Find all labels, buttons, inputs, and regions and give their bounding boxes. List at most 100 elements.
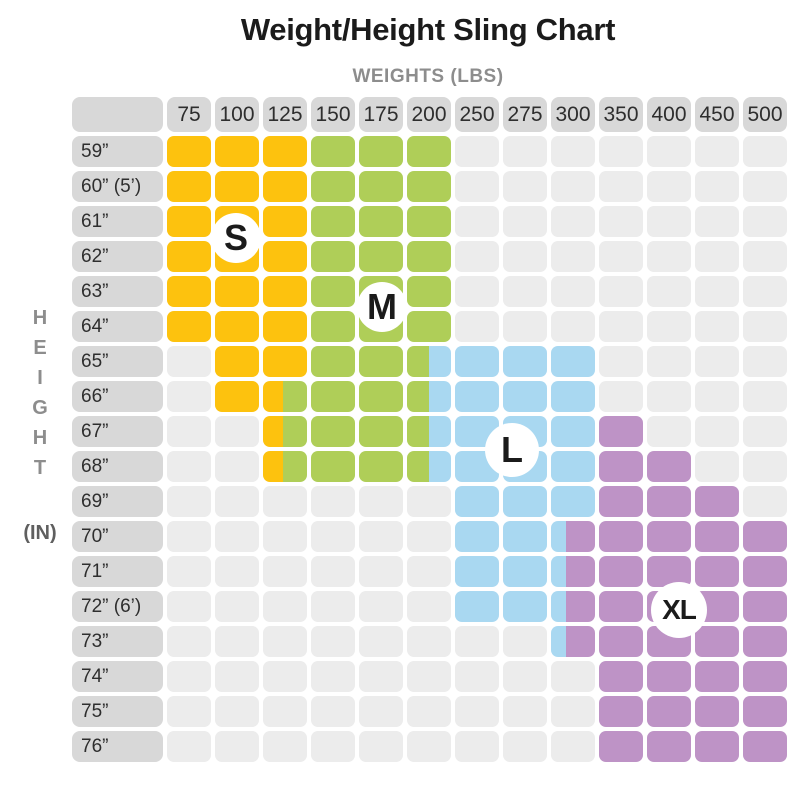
grid-cell-e	[647, 241, 691, 272]
grid-cell-x	[695, 556, 739, 587]
grid-cell-e	[599, 276, 643, 307]
grid-cell-s	[215, 311, 259, 342]
height-row-label: 63”	[72, 276, 163, 307]
grid-cell-e	[215, 486, 259, 517]
height-row-label: 75”	[72, 696, 163, 727]
grid-cell-e	[311, 696, 355, 727]
height-row-label: 64”	[72, 311, 163, 342]
grid-cell-m	[311, 346, 355, 377]
grid-cell-l	[455, 486, 499, 517]
grid-cell-x	[647, 451, 691, 482]
grid-cell-e	[503, 136, 547, 167]
grid-cell-e	[695, 136, 739, 167]
grid-cell-e	[167, 626, 211, 657]
grid-cell-e	[455, 171, 499, 202]
grid-cell-s	[263, 241, 307, 272]
grid-cell-e	[407, 731, 451, 762]
grid-cell-m	[359, 206, 403, 237]
grid-cell-e	[551, 311, 595, 342]
grid-cell-e	[647, 416, 691, 447]
grid-cell-e	[455, 696, 499, 727]
grid-cell-e	[695, 206, 739, 237]
weight-header-cell: 125	[263, 97, 307, 132]
grid-row: 75”	[72, 696, 787, 727]
grid-cell-e	[695, 451, 739, 482]
grid-cell-x	[599, 451, 643, 482]
grid-cell-ml	[407, 346, 451, 377]
grid-cell-l	[503, 521, 547, 552]
y-axis-letter: T	[33, 456, 47, 479]
height-row-label: 59”	[72, 136, 163, 167]
grid-cell-x	[695, 486, 739, 517]
grid-cell-e	[215, 521, 259, 552]
grid-cell-e	[503, 276, 547, 307]
weights-header-row: 75 100 125 150 175 200 250 275 300 350 400 450 500	[72, 97, 787, 132]
grid-cell-x	[599, 416, 643, 447]
grid-cell-l	[503, 591, 547, 622]
height-row-label: 73”	[72, 626, 163, 657]
height-row-label: 69”	[72, 486, 163, 517]
grid-cell-s	[167, 241, 211, 272]
grid-cell-x	[695, 696, 739, 727]
grid-row: 74”	[72, 661, 787, 692]
grid-cell-e	[311, 626, 355, 657]
grid-row: 61”	[72, 206, 787, 237]
height-row-label: 65”	[72, 346, 163, 377]
grid-cell-l	[503, 346, 547, 377]
grid-cell-e	[359, 661, 403, 692]
grid-cell-x	[647, 661, 691, 692]
grid-cell-e	[503, 206, 547, 237]
y-axis-letter: H	[32, 306, 48, 329]
grid-cell-e	[743, 171, 787, 202]
grid-cell-e	[551, 661, 595, 692]
grid-cell-e	[167, 661, 211, 692]
grid-row: 69”	[72, 486, 787, 517]
grid-cell-m	[311, 416, 355, 447]
grid-cell-e	[359, 626, 403, 657]
grid-cell-ml	[407, 451, 451, 482]
grid-cell-m	[407, 136, 451, 167]
grid-cell-e	[743, 381, 787, 412]
grid-cell-e	[167, 381, 211, 412]
grid-cell-x	[695, 731, 739, 762]
grid-cell-l	[455, 521, 499, 552]
grid-cell-x	[599, 626, 643, 657]
grid-cell-x	[647, 486, 691, 517]
grid-cell-m	[311, 311, 355, 342]
grid-cell-e	[455, 311, 499, 342]
grid-cell-lx	[551, 556, 595, 587]
weight-header-cell: 250	[455, 97, 499, 132]
y-axis-letter: I	[37, 366, 43, 389]
grid-cell-e	[311, 591, 355, 622]
grid-row: 71”	[72, 556, 787, 587]
grid-cell-m	[407, 241, 451, 272]
grid-cell-e	[503, 731, 547, 762]
height-row-label: 68”	[72, 451, 163, 482]
grid-cell-x	[599, 556, 643, 587]
grid-cell-e	[695, 346, 739, 377]
grid-cell-x	[743, 591, 787, 622]
grid-cell-e	[407, 486, 451, 517]
grid-cell-lx	[551, 626, 595, 657]
grid-cell-e	[215, 696, 259, 727]
grid-cell-e	[167, 731, 211, 762]
grid-cell-m	[311, 276, 355, 307]
grid-cell-s	[263, 206, 307, 237]
grid-cell-e	[695, 171, 739, 202]
grid-cell-e	[551, 731, 595, 762]
sling-chart-grid: 75 100 125 150 175 200 250 275 300 350 400 450 500 5…	[72, 97, 787, 766]
grid-cell-e	[503, 171, 547, 202]
grid-cell-m	[311, 206, 355, 237]
grid-cell-m	[407, 276, 451, 307]
grid-cell-e	[551, 696, 595, 727]
grid-cell-x	[743, 521, 787, 552]
grid-cell-x	[695, 661, 739, 692]
grid-cell-e	[167, 451, 211, 482]
grid-cell-e	[647, 276, 691, 307]
grid-cell-l	[503, 486, 547, 517]
grid-cell-e	[167, 696, 211, 727]
grid-cell-m	[311, 171, 355, 202]
grid-cell-e	[503, 241, 547, 272]
